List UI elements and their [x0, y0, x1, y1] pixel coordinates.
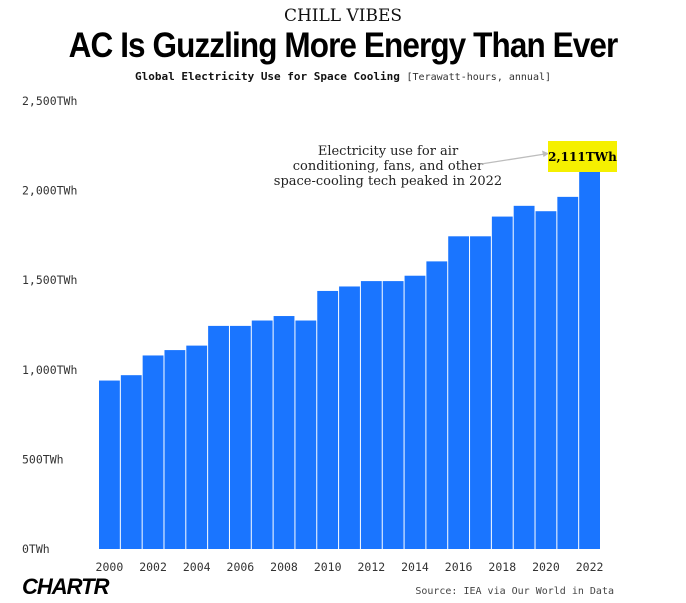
- x-tick-label: 2014: [401, 560, 429, 574]
- annotation-text-line: Electricity use for air: [318, 144, 459, 159]
- bar-2018: [491, 216, 513, 549]
- x-tick-label: 2016: [445, 560, 473, 574]
- x-tick-label: 2006: [227, 560, 255, 574]
- y-tick-label: 0TWh: [22, 542, 50, 556]
- x-tick-label: 2008: [270, 560, 298, 574]
- bar-2022: [579, 170, 600, 549]
- bar-2009: [295, 320, 317, 549]
- y-tick-label: 2,000TWh: [22, 184, 77, 198]
- y-tick-label: 1,500TWh: [22, 273, 77, 287]
- x-tick-label: 2004: [183, 560, 211, 574]
- bar-2011: [339, 286, 360, 549]
- bar-2006: [229, 325, 251, 549]
- callout-box: [548, 141, 617, 172]
- annotation-arrow: [480, 153, 546, 165]
- bar-2007: [251, 320, 273, 549]
- bar-2002: [142, 355, 164, 549]
- bar-2000: [99, 380, 120, 549]
- y-tick-label: 1,000TWh: [22, 363, 77, 377]
- x-tick-label: 2020: [532, 560, 560, 574]
- x-tick-label: 2000: [96, 560, 124, 574]
- chartr-logo: CHARTR: [22, 574, 109, 599]
- bar-2013: [382, 281, 404, 549]
- bar-2021: [557, 196, 579, 549]
- x-tick-label: 2002: [139, 560, 167, 574]
- annotation-text-line: conditioning, fans, and other: [293, 159, 484, 174]
- bar-2016: [448, 236, 470, 550]
- bar-2015: [426, 261, 448, 549]
- bar-2004: [186, 345, 208, 549]
- x-tick-label: 2022: [576, 560, 604, 574]
- bar-2017: [470, 236, 491, 550]
- y-tick-label: 500TWh: [22, 452, 64, 466]
- bar-2012: [360, 281, 382, 549]
- chart-title: AC Is Guzzling More Energy Than Ever: [68, 26, 619, 65]
- chart-subtitle-main: Global Electricity Use for Space Cooling: [134, 70, 400, 83]
- bar-2008: [273, 316, 295, 549]
- bar-2003: [164, 350, 186, 549]
- source-note: Source: IEA via Our World in Data: [415, 586, 614, 597]
- bar-2019: [513, 205, 535, 549]
- x-tick-label: 2010: [314, 560, 342, 574]
- bar-2014: [404, 275, 426, 549]
- annotation-arrow-head: [542, 150, 549, 157]
- x-tick-label: 2012: [357, 560, 385, 574]
- bar-2020: [535, 211, 557, 549]
- y-tick-label: 2,500TWh: [22, 94, 77, 108]
- annotation-text-line: space-cooling tech peaked in 2022: [274, 174, 502, 189]
- bar-2010: [317, 290, 339, 549]
- chart-subtitle-unit: [Terawatt-hours, annual]: [406, 72, 552, 83]
- chart-kicker: CHILL VIBES: [283, 6, 403, 26]
- callout-label: 2,111TWh: [548, 150, 617, 164]
- x-tick-label: 2018: [488, 560, 516, 574]
- bar-2005: [208, 325, 229, 549]
- bar-2001: [120, 375, 142, 549]
- chart-subtitle: Global Electricity Use for Space Cooling…: [0, 70, 686, 83]
